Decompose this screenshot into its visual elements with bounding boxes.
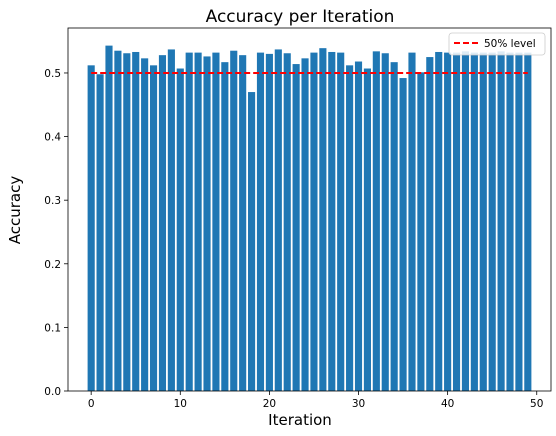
x-tick-label: 50 bbox=[530, 398, 543, 410]
bar bbox=[390, 62, 398, 392]
bar bbox=[346, 65, 354, 391]
y-tick-label: 0.5 bbox=[44, 68, 61, 80]
x-axis-ticks: 0 10 20 30 40 50 bbox=[88, 391, 543, 410]
bar bbox=[167, 49, 175, 392]
bar bbox=[141, 58, 149, 391]
bar bbox=[497, 51, 505, 391]
y-axis-ticks: 0.0 0.1 0.2 0.3 0.4 0.5 bbox=[44, 68, 68, 398]
bar bbox=[149, 65, 158, 391]
bar bbox=[444, 52, 452, 391]
bar bbox=[212, 52, 220, 391]
bar bbox=[426, 57, 434, 391]
bar bbox=[230, 50, 238, 392]
bar bbox=[470, 52, 478, 391]
bar bbox=[248, 92, 256, 392]
bar bbox=[176, 68, 184, 391]
bar bbox=[408, 52, 416, 391]
x-axis-label: Iteration bbox=[268, 411, 332, 429]
bar bbox=[354, 61, 363, 391]
bar bbox=[105, 45, 113, 391]
y-tick-label: 0.4 bbox=[44, 132, 61, 144]
bar bbox=[381, 53, 389, 392]
bar bbox=[363, 68, 371, 391]
bar bbox=[515, 52, 523, 391]
y-tick-label: 0.3 bbox=[44, 195, 61, 207]
bar bbox=[265, 53, 273, 391]
bar bbox=[256, 52, 265, 391]
bar-series bbox=[87, 45, 532, 392]
x-tick-label: 20 bbox=[263, 398, 276, 410]
bar bbox=[87, 65, 95, 391]
bar bbox=[452, 52, 461, 391]
bar bbox=[123, 53, 131, 392]
bar bbox=[328, 51, 336, 392]
bar bbox=[337, 52, 345, 391]
legend-box bbox=[448, 32, 546, 56]
bar bbox=[399, 78, 407, 392]
legend: 50% level bbox=[448, 32, 546, 56]
bar bbox=[185, 52, 193, 391]
bar bbox=[479, 52, 487, 391]
bar bbox=[132, 51, 140, 392]
bar bbox=[194, 52, 202, 391]
x-tick-label: 40 bbox=[441, 398, 454, 410]
bar bbox=[274, 49, 282, 392]
bar bbox=[203, 56, 211, 392]
bar bbox=[372, 51, 380, 391]
bar bbox=[283, 53, 291, 392]
bar bbox=[96, 74, 104, 391]
y-tick-label: 0.1 bbox=[44, 322, 61, 334]
y-axis-label: Accuracy bbox=[6, 176, 24, 245]
chart-title: Accuracy per Iteration bbox=[206, 7, 395, 27]
bar bbox=[488, 52, 496, 391]
x-tick-label: 0 bbox=[88, 398, 95, 410]
x-tick-label: 30 bbox=[352, 398, 365, 410]
bar bbox=[524, 52, 532, 391]
bar bbox=[435, 51, 443, 392]
bar bbox=[158, 55, 167, 392]
bar bbox=[417, 72, 425, 392]
bar bbox=[239, 55, 247, 392]
y-tick-label: 0.0 bbox=[44, 386, 61, 398]
bar bbox=[221, 62, 229, 392]
bar bbox=[319, 48, 327, 391]
bar bbox=[506, 52, 514, 391]
plot-frame bbox=[67, 27, 552, 392]
bar bbox=[301, 58, 309, 391]
bar bbox=[292, 64, 300, 391]
legend-label: 50% level bbox=[484, 38, 536, 50]
y-tick-label: 0.2 bbox=[44, 259, 61, 271]
bar bbox=[114, 50, 122, 392]
bar bbox=[310, 52, 318, 391]
x-tick-label: 10 bbox=[174, 398, 187, 410]
bar bbox=[461, 51, 470, 391]
